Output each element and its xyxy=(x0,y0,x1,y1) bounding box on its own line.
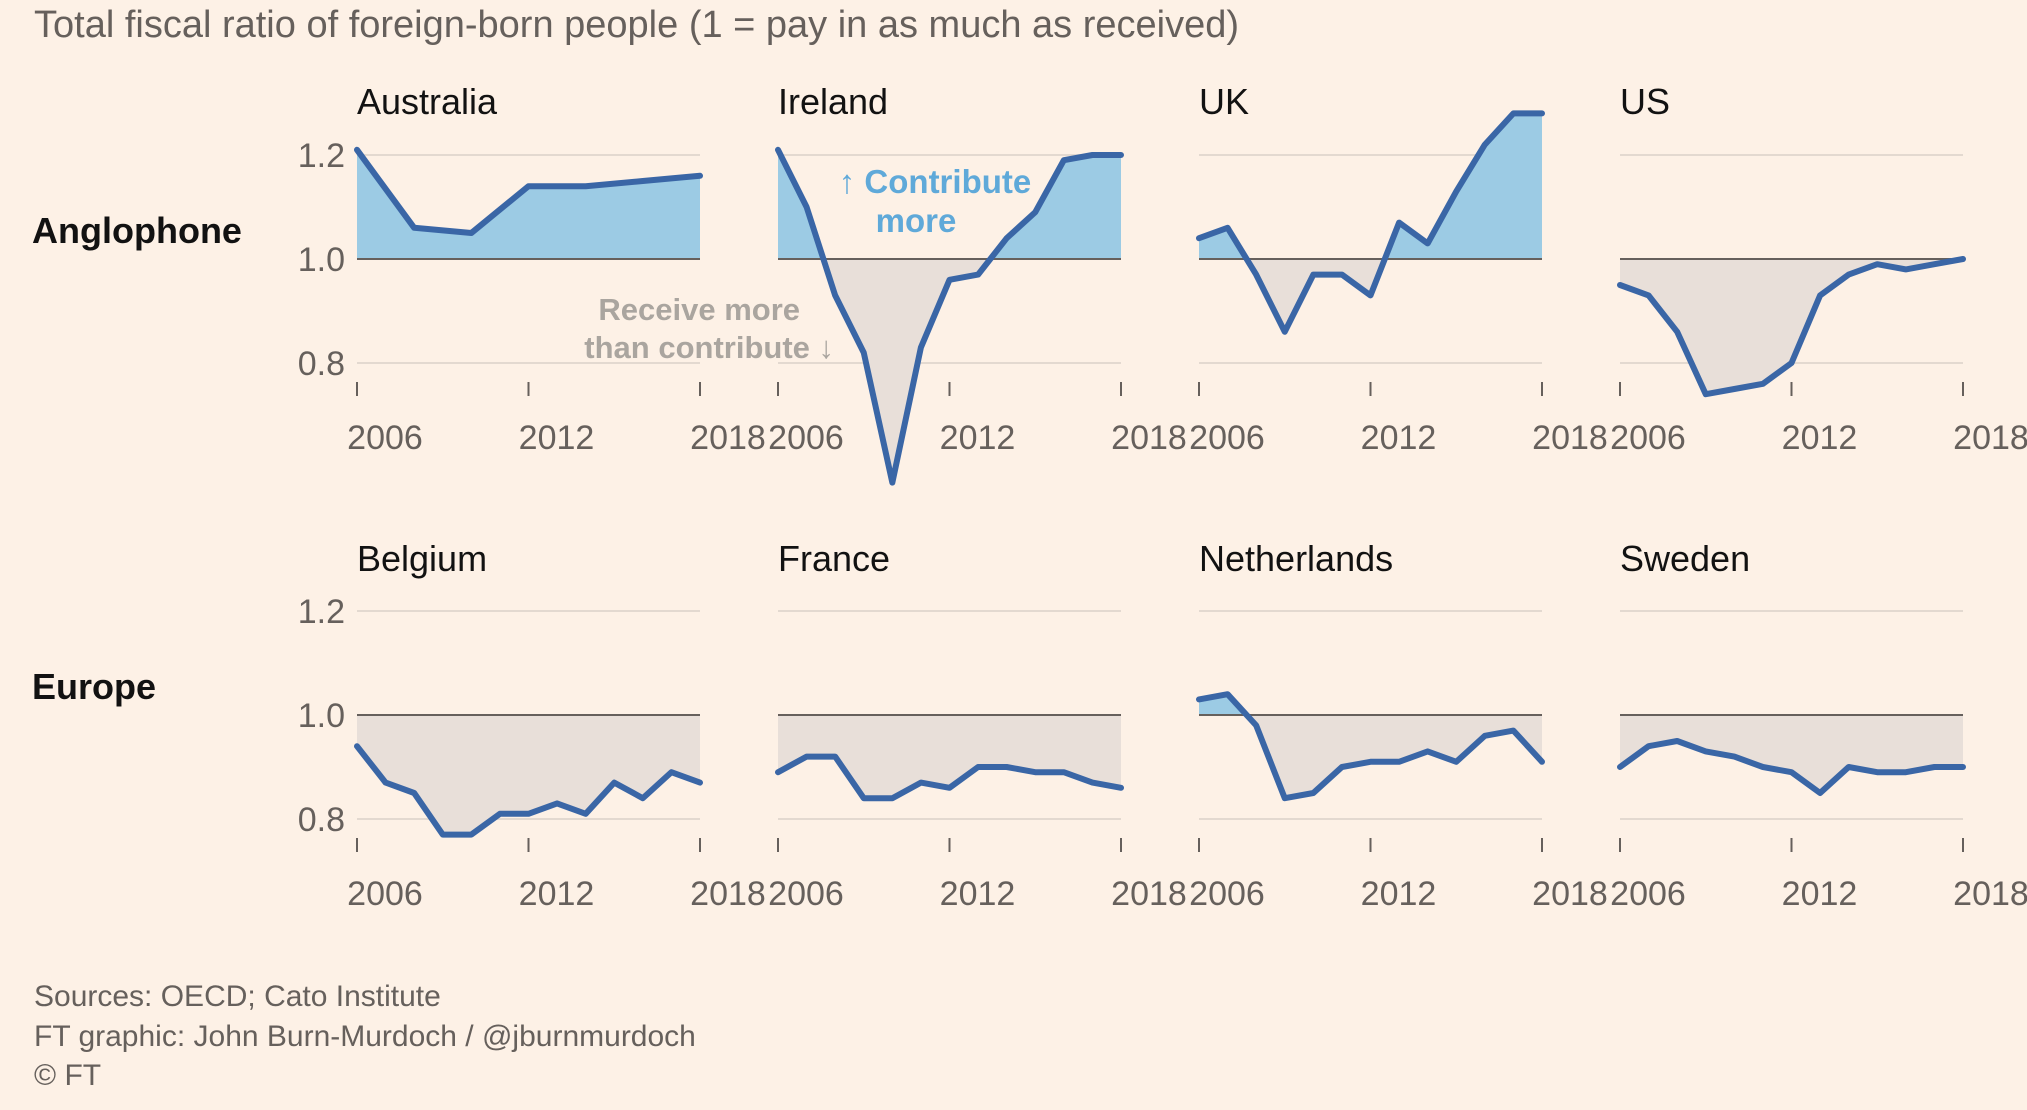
panel-title-us: US xyxy=(1620,81,1670,122)
y-tick-label: 1.2 xyxy=(298,137,345,175)
x-tick-label: 2012 xyxy=(1782,419,1858,457)
series-line-france xyxy=(775,753,1124,802)
x-tick-label: 2018 xyxy=(690,419,766,457)
panel-title-ireland: Ireland xyxy=(778,81,888,122)
panel-sweden: Sweden 2006 2012 2018 xyxy=(1610,538,2027,913)
panel-title-netherlands: Netherlands xyxy=(1199,538,1393,579)
panel-us: US 2006 2012 2018 xyxy=(1610,81,2027,457)
x-tick-label: 2006 xyxy=(1610,419,1686,457)
x-tick-label: 2012 xyxy=(940,875,1016,913)
x-tick-label: 2018 xyxy=(1111,875,1187,913)
series-line-ireland xyxy=(775,146,1124,486)
area-above-baseline xyxy=(778,149,1121,259)
panel-title-uk: UK xyxy=(1199,81,1249,122)
x-tick-label: 2018 xyxy=(1532,875,1608,913)
panel-uk: UK 2006 2012 2018 xyxy=(1189,81,1608,457)
x-tick-label: 2006 xyxy=(347,419,423,457)
x-tick-label: 2006 xyxy=(768,419,844,457)
area-above-baseline xyxy=(357,149,700,259)
area-below-baseline xyxy=(1620,259,1963,395)
x-tick-label: 2006 xyxy=(347,875,423,913)
x-tick-label: 2006 xyxy=(1610,875,1686,913)
y-tick-label: 1.0 xyxy=(298,697,345,735)
y-tick-label: 1.2 xyxy=(298,593,345,631)
row-label-europe: Europe xyxy=(32,666,156,707)
x-tick-label: 2006 xyxy=(1189,875,1265,913)
x-tick-label: 2012 xyxy=(519,875,595,913)
x-tick-label: 2018 xyxy=(1532,419,1608,457)
panel-title-australia: Australia xyxy=(357,81,498,122)
source-line-3: © FT xyxy=(34,1059,101,1092)
annotation-receive-line2: than contribute ↓ xyxy=(584,330,834,365)
area-below-baseline xyxy=(778,715,1121,799)
x-tick-label: 2012 xyxy=(940,419,1016,457)
panel-ireland: Ireland 2006 2012 2018 xyxy=(768,81,1187,486)
series-line-netherlands xyxy=(1196,691,1545,802)
source-line-1: Sources: OECD; Cato Institute xyxy=(34,980,441,1013)
x-tick-label: 2018 xyxy=(1953,875,2027,913)
panel-australia: Australia 0.8 1.0 1.2 2006 2012 2018 xyxy=(298,81,766,457)
area-above-baseline xyxy=(1199,113,1542,259)
series-line-us xyxy=(1617,256,1966,398)
panel-belgium: Belgium 0.8 1.0 1.2 2006 2012 2018 xyxy=(298,538,766,913)
x-tick-label: 2018 xyxy=(1953,419,2027,457)
series-line-uk xyxy=(1196,110,1545,335)
x-tick-label: 2012 xyxy=(519,419,595,457)
x-tick-label: 2012 xyxy=(1361,875,1437,913)
x-tick-label: 2018 xyxy=(690,875,766,913)
panel-title-belgium: Belgium xyxy=(357,538,487,579)
annotation-contribute-line2: more xyxy=(876,202,957,239)
area-below-baseline xyxy=(1199,715,1542,799)
annotations: ↑ Contribute more Receive more than cont… xyxy=(584,163,1031,365)
area-above-baseline xyxy=(1199,694,1542,715)
annotation-contribute-line1: ↑ Contribute xyxy=(839,163,1031,200)
x-tick-label: 2012 xyxy=(1361,419,1437,457)
y-tick-label: 0.8 xyxy=(298,345,345,383)
y-tick-label: 0.8 xyxy=(298,801,345,839)
panels: Australia 0.8 1.0 1.2 2006 2012 2018 Ireland 200… xyxy=(298,81,2027,913)
area-below-baseline xyxy=(1620,715,1963,793)
x-tick-label: 2012 xyxy=(1782,875,1858,913)
y-tick-label: 1.0 xyxy=(298,241,345,279)
panel-netherlands: Netherlands 2006 2012 2018 xyxy=(1189,538,1608,913)
x-tick-label: 2006 xyxy=(768,875,844,913)
annotation-receive-line1: Receive more xyxy=(598,292,800,327)
series-line-belgium xyxy=(354,743,703,838)
series-line-sweden xyxy=(1617,738,1966,796)
panel-title-france: France xyxy=(778,538,890,579)
area-below-baseline xyxy=(778,259,1121,483)
panel-france: France 2006 2012 2018 xyxy=(768,538,1187,913)
chart-title: Total fiscal ratio of foreign-born peopl… xyxy=(34,4,1239,46)
source-line-2: FT graphic: John Burn-Murdoch / @jburnmu… xyxy=(34,1020,696,1053)
panel-title-sweden: Sweden xyxy=(1620,538,1750,579)
series-line-australia xyxy=(354,146,703,236)
area-below-baseline xyxy=(357,715,700,835)
x-tick-label: 2006 xyxy=(1189,419,1265,457)
x-tick-label: 2018 xyxy=(1111,419,1187,457)
row-label-anglophone: Anglophone xyxy=(32,210,242,251)
